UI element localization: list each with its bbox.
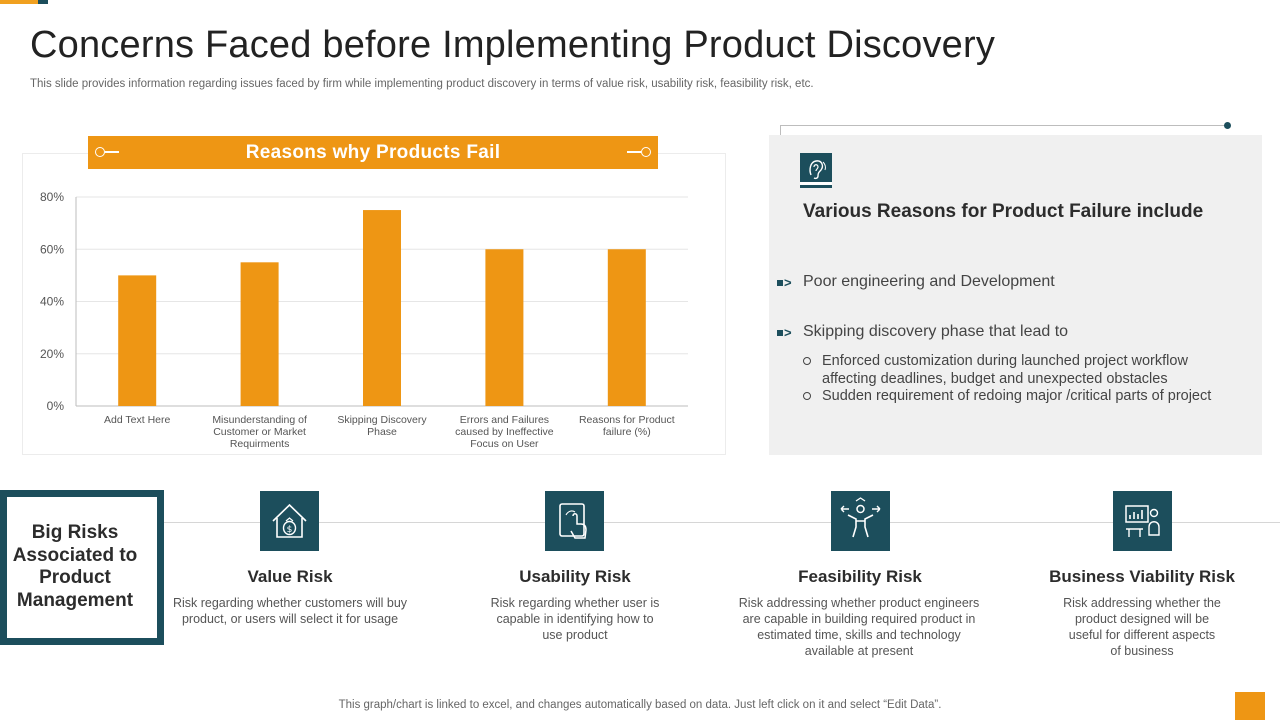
panel-heading: Various Reasons for Product Failure incl… <box>803 201 1204 222</box>
house-money-icon: $ <box>260 491 319 551</box>
reasons-panel <box>769 135 1262 455</box>
risk-description: Risk addressing whether the product desi… <box>1063 596 1221 658</box>
risk-description: Risk regarding whether customers will bu… <box>172 596 408 626</box>
bar-chart[interactable]: 0% 20% 40% 60% 80% Add Text Here Misunderstand… <box>22 153 726 455</box>
x-tick-label: Reasons for Product failure (%) <box>579 414 675 438</box>
presentation-board-icon <box>1113 491 1172 551</box>
chevron-right-icon: > <box>784 275 792 290</box>
banner-ring-left <box>95 147 105 157</box>
square-bullet-icon <box>777 280 783 286</box>
risk-title: Usability Risk <box>519 567 631 586</box>
x-tick-label: Misunderstanding of Customer or Market Req… <box>212 414 307 450</box>
footer-note: This graph/chart is linked to excel, and… <box>338 699 942 711</box>
x-tick-label: Add Text Here <box>104 414 171 426</box>
top-accent-bar <box>0 0 38 4</box>
square-bullet-icon <box>777 330 783 336</box>
panel-connector-dot <box>1224 122 1231 129</box>
corner-accent-box <box>1235 692 1265 720</box>
sub-bullet-text: Sudden requirement of redoing major /cri… <box>822 388 1212 404</box>
circle-bullet-icon <box>803 392 811 400</box>
y-tick-label: 80% <box>40 190 64 204</box>
bullet-text: Poor engineering and Development <box>803 273 1055 290</box>
chart-title: Reasons why Products Fail <box>245 142 501 163</box>
bar[interactable] <box>240 262 279 406</box>
panel-connector-vline <box>780 125 781 137</box>
bar[interactable] <box>607 249 646 406</box>
y-tick-label: 40% <box>40 295 64 309</box>
person-arrows-icon <box>831 491 890 551</box>
y-tick-label: 20% <box>40 347 64 361</box>
sub-bullet-list: Enforced customization during launched p… <box>803 353 1233 406</box>
banner-ring-right <box>641 147 651 157</box>
bar[interactable] <box>118 275 157 406</box>
x-tick-label: Skipping Discovery Phase <box>337 414 427 438</box>
risk-title: Value Risk <box>247 567 333 586</box>
svg-text:$: $ <box>287 525 293 535</box>
bullet-text: Skipping discovery phase that lead to <box>803 323 1069 340</box>
x-tick-label: Errors and Failures caused by Ineffective… <box>455 414 554 450</box>
big-risks-box <box>0 490 164 645</box>
tablet-touch-icon <box>545 491 604 551</box>
risks-divider-line <box>160 522 1280 523</box>
slide-subtitle: This slide provides information regardin… <box>30 78 814 90</box>
top-accent-bar-dark <box>38 0 48 4</box>
ear-listening-icon <box>800 153 832 185</box>
banner-line-right <box>627 151 641 153</box>
sub-bullet-item: Enforced customization during launched p… <box>803 353 1233 388</box>
bar[interactable] <box>485 249 524 406</box>
chart-title-banner: Reasons why Products Fail <box>88 136 658 169</box>
chevron-right-icon: > <box>784 325 792 340</box>
circle-bullet-icon <box>803 357 811 365</box>
bar[interactable] <box>363 210 401 406</box>
risk-description: Risk regarding whether user is capable i… <box>490 596 660 642</box>
panel-connector-line <box>780 125 1227 126</box>
risk-title: Business Viability Risk <box>1049 567 1235 586</box>
sub-bullet-text: Enforced customization during launched p… <box>822 353 1188 387</box>
risk-description: Risk addressing whether product engineer… <box>738 596 980 658</box>
risk-title: Feasibility Risk <box>798 567 922 586</box>
y-tick-label: 60% <box>40 242 64 256</box>
y-tick-label: 0% <box>47 399 65 413</box>
banner-line-left <box>105 151 119 153</box>
slide-title: Concerns Faced before Implementing Produ… <box>30 24 996 66</box>
big-risks-heading: Big Risks Associated to Product Manageme… <box>12 522 138 611</box>
sub-bullet-item: Sudden requirement of redoing major /cri… <box>803 388 1233 406</box>
